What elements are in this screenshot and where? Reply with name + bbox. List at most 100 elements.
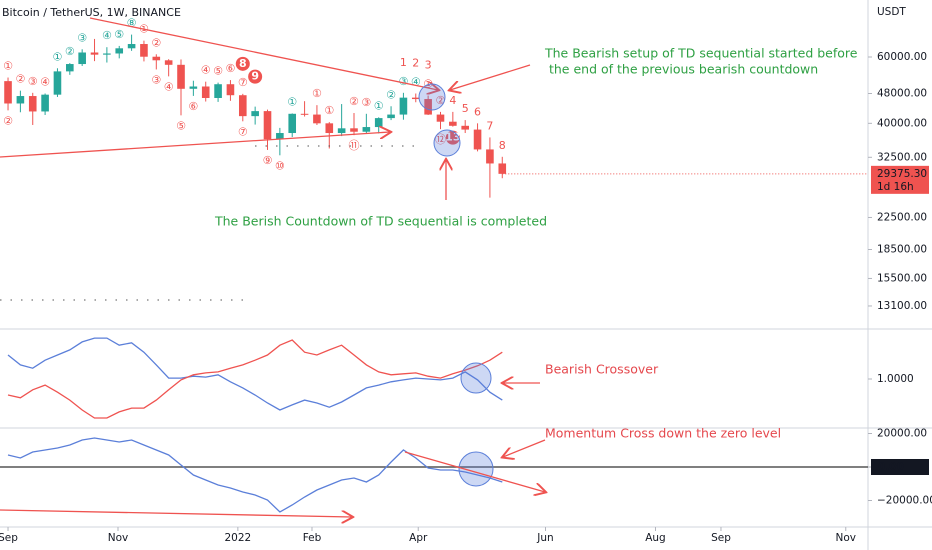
candle-body <box>90 52 99 55</box>
plot-layer: 60000.00 48000.00 40000.00 32500.00 22500.00… <box>0 17 932 544</box>
candle-body <box>66 64 74 72</box>
y-tick-label: 32500.00 <box>877 151 927 163</box>
trend-arrow <box>0 509 352 517</box>
candle-body <box>127 44 136 49</box>
candle-body <box>164 60 173 65</box>
annotation: the end of the previous bearish countdow… <box>545 62 818 77</box>
candle-body <box>473 129 482 150</box>
candle-body <box>263 111 272 140</box>
y-tick-label: 48000.00 <box>877 87 927 99</box>
td-label: ① <box>324 104 334 117</box>
candle-body <box>115 48 124 54</box>
td-label: ⑧ <box>127 17 137 30</box>
y-tick-label: 20000.00 <box>877 428 927 440</box>
candle-body <box>337 128 346 134</box>
candle-body <box>288 113 297 134</box>
candle-body <box>152 56 161 61</box>
td-label: ② <box>151 36 161 49</box>
candle-body <box>387 114 395 119</box>
td-label: ④ <box>102 29 112 42</box>
x-tick-label: Sep <box>0 532 18 544</box>
x-tick-label: Sep <box>711 532 731 544</box>
candle-body <box>411 97 420 100</box>
td-label: 8 <box>239 57 247 70</box>
td-label: 4 <box>449 94 456 107</box>
candle-body <box>78 52 86 65</box>
td-label: ④ <box>40 75 50 88</box>
y-tick-label: −20000.00 <box>877 494 932 506</box>
td-label: ④ <box>164 80 174 93</box>
td-label: ⑨ <box>263 154 273 167</box>
candle-body <box>449 121 457 126</box>
td-label: ① <box>3 60 13 73</box>
td-label: ⑫ <box>435 133 446 146</box>
x-tick-label: Nov <box>836 532 857 544</box>
y-axis-label: USDT <box>877 6 906 18</box>
td-label: 7 <box>486 119 493 132</box>
y-tick-label: 15500.00 <box>877 272 927 284</box>
candle-body <box>325 123 334 134</box>
y-tick-label: 60000.00 <box>877 51 927 63</box>
candle-body <box>41 94 49 112</box>
last-price-box <box>871 165 929 194</box>
td-label: ③ <box>77 31 87 44</box>
trend-arrow <box>0 132 390 158</box>
td-label: ① <box>312 87 322 100</box>
indicator-line <box>7 337 503 411</box>
candle-body <box>461 125 469 130</box>
x-tick-label: Jun <box>536 532 553 544</box>
td-label: ② <box>436 94 446 107</box>
trend-arrow <box>404 451 545 492</box>
annotation: The Bearish setup of TD sequential start… <box>544 46 858 61</box>
td-label: ③ <box>151 73 161 86</box>
td-badge <box>248 69 263 84</box>
x-tick-label: Aug <box>645 532 666 544</box>
y-tick-label: 13100.00 <box>877 300 927 312</box>
highlight-circle <box>418 83 446 111</box>
td-label: ⑪ <box>348 139 359 152</box>
drawings <box>0 17 545 517</box>
td-label: ② <box>349 95 359 108</box>
td-label: ⑤ <box>213 65 223 78</box>
td-label: ③ <box>28 75 38 88</box>
y-tick-label: 0.00 <box>878 461 904 473</box>
td-label: ⑩ <box>275 159 285 172</box>
candle-body <box>4 81 12 104</box>
candle-body <box>399 97 408 115</box>
y-tick-label: 22500.00 <box>877 211 927 223</box>
candle-body <box>251 111 259 117</box>
td-label: ⑦ <box>238 76 248 89</box>
td-label: ① <box>374 99 384 112</box>
td-label: 2 <box>412 56 419 69</box>
candle-body <box>486 149 494 164</box>
highlight-circle <box>460 362 492 394</box>
td-label: ⑤ <box>114 28 124 41</box>
annotation: Bearish Crossover <box>545 362 659 377</box>
candle-body <box>276 133 284 140</box>
y-tick-label: 18500.00 <box>877 243 927 255</box>
candle-body <box>350 128 358 132</box>
indicator-line <box>7 339 503 419</box>
td-label: ② <box>65 45 75 58</box>
highlight-circle <box>433 129 461 157</box>
td-label: ② <box>15 73 25 86</box>
candle-body <box>498 163 507 174</box>
x-tick-label: Apr <box>409 532 428 544</box>
x-tick-label: Nov <box>108 532 129 544</box>
candle-body <box>436 114 445 122</box>
candle-body <box>374 118 383 128</box>
candle-body <box>238 95 247 117</box>
td-label: ③ <box>398 75 408 88</box>
td-label: ⑥ <box>225 62 235 75</box>
td-label: 6 <box>474 105 481 118</box>
candle-body <box>177 64 185 89</box>
y-tick-label: 40000.00 <box>877 117 927 129</box>
candle-body <box>226 84 235 96</box>
candle-body <box>313 114 321 124</box>
candle-body <box>140 44 148 57</box>
candle-body <box>214 84 222 98</box>
td-label: 9 <box>251 70 259 83</box>
